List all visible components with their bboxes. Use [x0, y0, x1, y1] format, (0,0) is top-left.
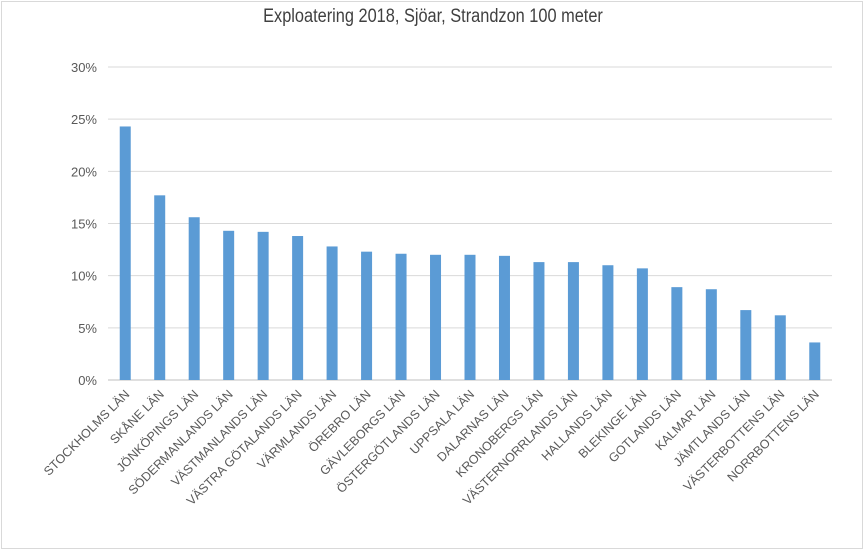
y-tick-label: 30%	[71, 60, 97, 75]
bar	[188, 217, 200, 380]
bar	[740, 310, 752, 380]
bar	[498, 255, 510, 380]
chart-title: Exploatering 2018, Sjöar, Strandzon 100 …	[263, 6, 603, 27]
bar	[636, 268, 648, 380]
bar	[567, 262, 579, 380]
bar	[533, 262, 545, 380]
bar	[361, 251, 373, 380]
bar	[395, 253, 407, 380]
bars	[119, 126, 821, 380]
bar	[705, 289, 717, 380]
y-tick-label: 15%	[71, 217, 97, 232]
bar	[430, 254, 442, 380]
bar	[223, 230, 235, 380]
bar	[119, 126, 131, 380]
y-tick-label: 0%	[78, 373, 97, 388]
bar	[464, 254, 476, 380]
y-tick-label: 10%	[71, 269, 97, 284]
bar	[774, 315, 786, 380]
bar	[671, 287, 683, 380]
y-tick-label: 5%	[78, 321, 97, 336]
x-tick-label: KALMAR LÄN	[653, 387, 719, 453]
bar	[257, 231, 269, 380]
bar	[809, 342, 821, 380]
bar	[602, 265, 614, 380]
bar	[154, 195, 166, 380]
bar	[292, 236, 304, 380]
y-tick-label: 20%	[71, 164, 97, 179]
y-tick-label: 25%	[71, 112, 97, 127]
y-axis-ticks: 0% 5% 10% 15% 20% 25% 30%	[71, 60, 97, 388]
bar	[326, 246, 338, 380]
